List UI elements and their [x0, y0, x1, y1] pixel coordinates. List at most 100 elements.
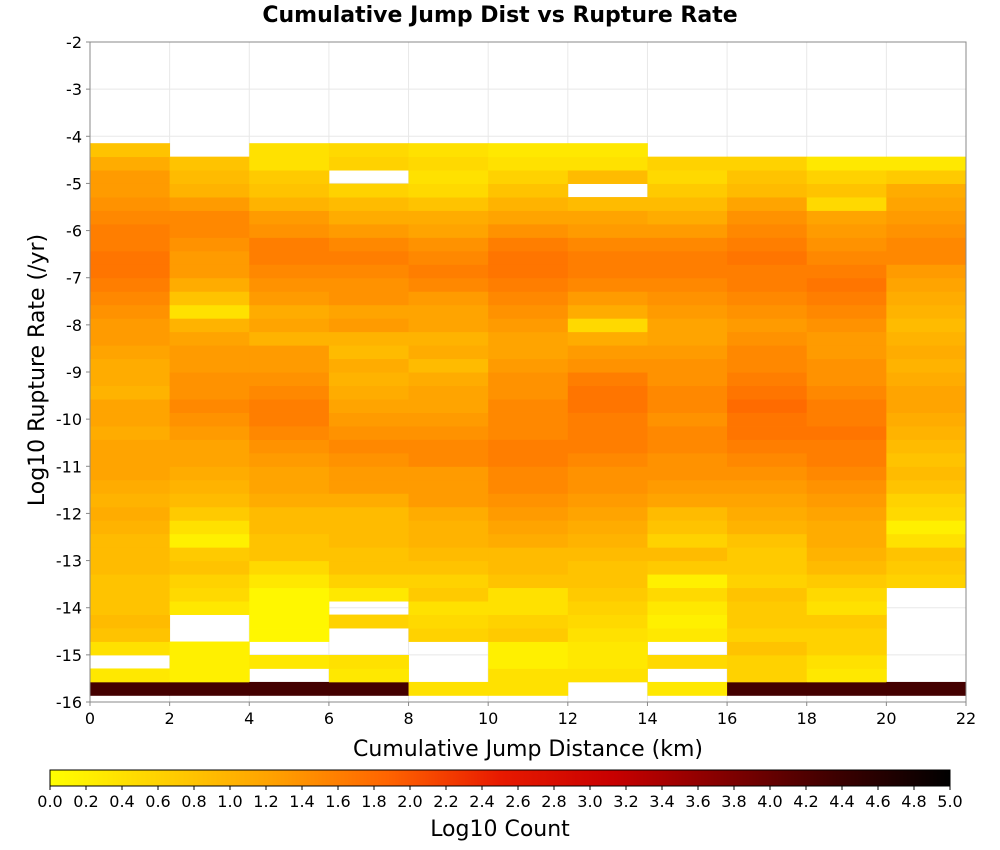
heatmap-cell — [328, 385, 409, 400]
heatmap-cell — [647, 654, 728, 669]
heatmap-cell — [727, 412, 808, 427]
heatmap-cell — [169, 506, 250, 521]
x-tick-label: 14 — [637, 709, 657, 728]
heatmap-cell — [328, 250, 409, 265]
heatmap-cell — [249, 237, 330, 252]
colorbar-tick-label: 4.4 — [829, 792, 854, 811]
heatmap-cell — [886, 452, 967, 467]
heatmap-cell — [488, 452, 569, 467]
heatmap-cell — [806, 628, 887, 642]
heatmap-cell — [727, 452, 808, 467]
heatmap-cell — [90, 560, 171, 575]
heatmap-cell — [90, 479, 171, 494]
x-axis-label: Cumulative Jump Distance (km) — [353, 737, 703, 762]
heatmap-cell — [249, 210, 330, 225]
heatmap-cell — [727, 156, 808, 171]
heatmap-cell — [727, 681, 808, 696]
heatmap-cell — [408, 156, 489, 171]
heatmap-cell — [328, 264, 409, 279]
heatmap-cell — [647, 506, 728, 521]
heatmap-cell — [90, 223, 171, 238]
heatmap-cell — [806, 318, 887, 333]
heatmap-cell — [567, 452, 648, 467]
heatmap-cell — [249, 547, 330, 562]
heatmap-cell — [567, 345, 648, 360]
heatmap-cell — [488, 264, 569, 279]
colorbar-tick-label: 2.8 — [541, 792, 566, 811]
heatmap-cell — [727, 533, 808, 548]
heatmap-cell — [567, 426, 648, 440]
heatmap-cell — [886, 183, 967, 198]
heatmap-cell — [408, 304, 489, 319]
heatmap-cell — [408, 547, 489, 562]
heatmap-cell — [806, 547, 887, 562]
heatmap-cell — [647, 210, 728, 225]
heatmap-cell — [567, 479, 648, 494]
heatmap-cell — [328, 304, 409, 319]
heatmap-cell — [886, 681, 967, 696]
heatmap-cell — [567, 237, 648, 252]
heatmap-cell — [328, 358, 409, 373]
heatmap-cell — [328, 426, 409, 440]
heatmap-cell — [169, 197, 250, 211]
heatmap-cell — [169, 466, 250, 481]
heatmap-cell — [328, 143, 409, 158]
heatmap-cell — [647, 291, 728, 306]
heatmap-cell — [567, 156, 648, 171]
colorbar-tick-label: 0.4 — [109, 792, 134, 811]
heatmap-cell — [90, 250, 171, 265]
heatmap-cell — [647, 426, 728, 440]
heatmap-cell — [806, 681, 887, 696]
heatmap-cell — [727, 237, 808, 252]
heatmap-cell — [328, 506, 409, 521]
heatmap-cell — [249, 479, 330, 494]
heatmap-cell — [249, 574, 330, 589]
heatmap-cell — [567, 641, 648, 656]
heatmap-cell — [408, 237, 489, 252]
y-tick-label: -12 — [56, 504, 82, 523]
heatmap-cell — [90, 452, 171, 467]
heatmap-cell — [647, 156, 728, 171]
heatmap-cell — [886, 372, 967, 387]
heatmap-cell — [806, 385, 887, 400]
heatmap-cell — [328, 452, 409, 467]
x-tick-label: 0 — [85, 709, 95, 728]
heatmap-cell — [886, 399, 967, 413]
heatmap-cell — [408, 318, 489, 333]
heatmap-cell — [90, 291, 171, 306]
heatmap-cell — [408, 210, 489, 225]
x-tick-label: 20 — [876, 709, 896, 728]
heatmap-cell — [488, 601, 569, 615]
heatmap-cell — [488, 277, 569, 292]
heatmap-cell — [647, 547, 728, 562]
heatmap-cell — [488, 237, 569, 252]
heatmap-cell — [488, 385, 569, 400]
heatmap-cell — [249, 250, 330, 265]
heatmap-cell — [886, 412, 967, 427]
heatmap-cell — [647, 345, 728, 360]
heatmap-cell — [567, 277, 648, 292]
heatmap-cell — [886, 574, 967, 589]
heatmap-cell — [567, 318, 648, 333]
heatmap-cell — [408, 170, 489, 184]
colorbar-tick-label: 0.2 — [73, 792, 98, 811]
heatmap-cell — [328, 277, 409, 292]
heatmap-cell — [328, 479, 409, 494]
heatmap-cell — [249, 358, 330, 373]
heatmap-cell — [90, 197, 171, 211]
heatmap-cell — [567, 143, 648, 158]
heatmap-cell — [488, 614, 569, 629]
y-tick-label: -4 — [66, 127, 82, 146]
heatmap-cell — [90, 520, 171, 535]
heatmap-cell — [647, 399, 728, 413]
heatmap-cell — [90, 210, 171, 225]
heatmap-cell — [727, 197, 808, 211]
heatmap-cell — [727, 466, 808, 481]
heatmap-cell — [806, 156, 887, 171]
heatmap-cell — [567, 412, 648, 427]
heatmap-cell — [886, 170, 967, 184]
heatmap-cell — [328, 614, 409, 629]
heatmap-cell — [249, 452, 330, 467]
heatmap-cell — [249, 170, 330, 184]
heatmap-cell — [806, 601, 887, 615]
